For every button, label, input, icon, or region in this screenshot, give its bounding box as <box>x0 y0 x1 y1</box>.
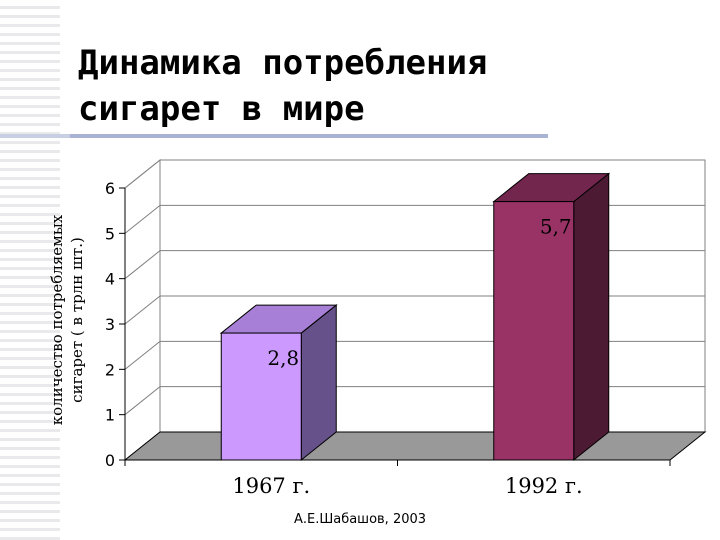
title-underline-accent <box>0 134 70 138</box>
title-line-1: Динамика потребления <box>78 43 488 83</box>
y-tick-label: 2 <box>105 360 115 379</box>
bar-side <box>573 172 610 462</box>
y-axis-title: количество потребляемых сигарет ( в трлн … <box>48 214 86 425</box>
floor <box>123 431 707 461</box>
gridline <box>124 159 705 189</box>
x-category-label: 1992 г. <box>505 474 583 498</box>
bar-2 <box>492 172 611 462</box>
y-axis-title-line-2: сигарет ( в трлн шт.) <box>68 237 86 403</box>
bar-front <box>493 201 575 461</box>
y-tick-label: 4 <box>105 270 115 289</box>
bar-front <box>220 332 302 461</box>
decorative-stripes <box>0 0 60 540</box>
y-tick-label: 0 <box>105 451 115 470</box>
y-tick-label: 3 <box>105 315 115 334</box>
y-tick-label: 5 <box>105 224 115 243</box>
title-underline <box>0 134 548 138</box>
data-label: 5,7 <box>540 215 572 239</box>
slide-title: Динамика потребления сигарет в мире <box>78 40 638 132</box>
y-axis-title-line-1: количество потребляемых <box>48 214 66 425</box>
y-tick-label: 6 <box>105 179 115 198</box>
data-label: 2,8 <box>267 346 299 370</box>
title-line-2: сигарет в мире <box>78 89 365 129</box>
y-tick-label: 1 <box>105 406 115 425</box>
footer-credit: А.Е.Шабашов, 2003 <box>293 512 427 527</box>
bar-1 <box>219 304 338 462</box>
x-category-label: 1967 г. <box>232 474 310 498</box>
